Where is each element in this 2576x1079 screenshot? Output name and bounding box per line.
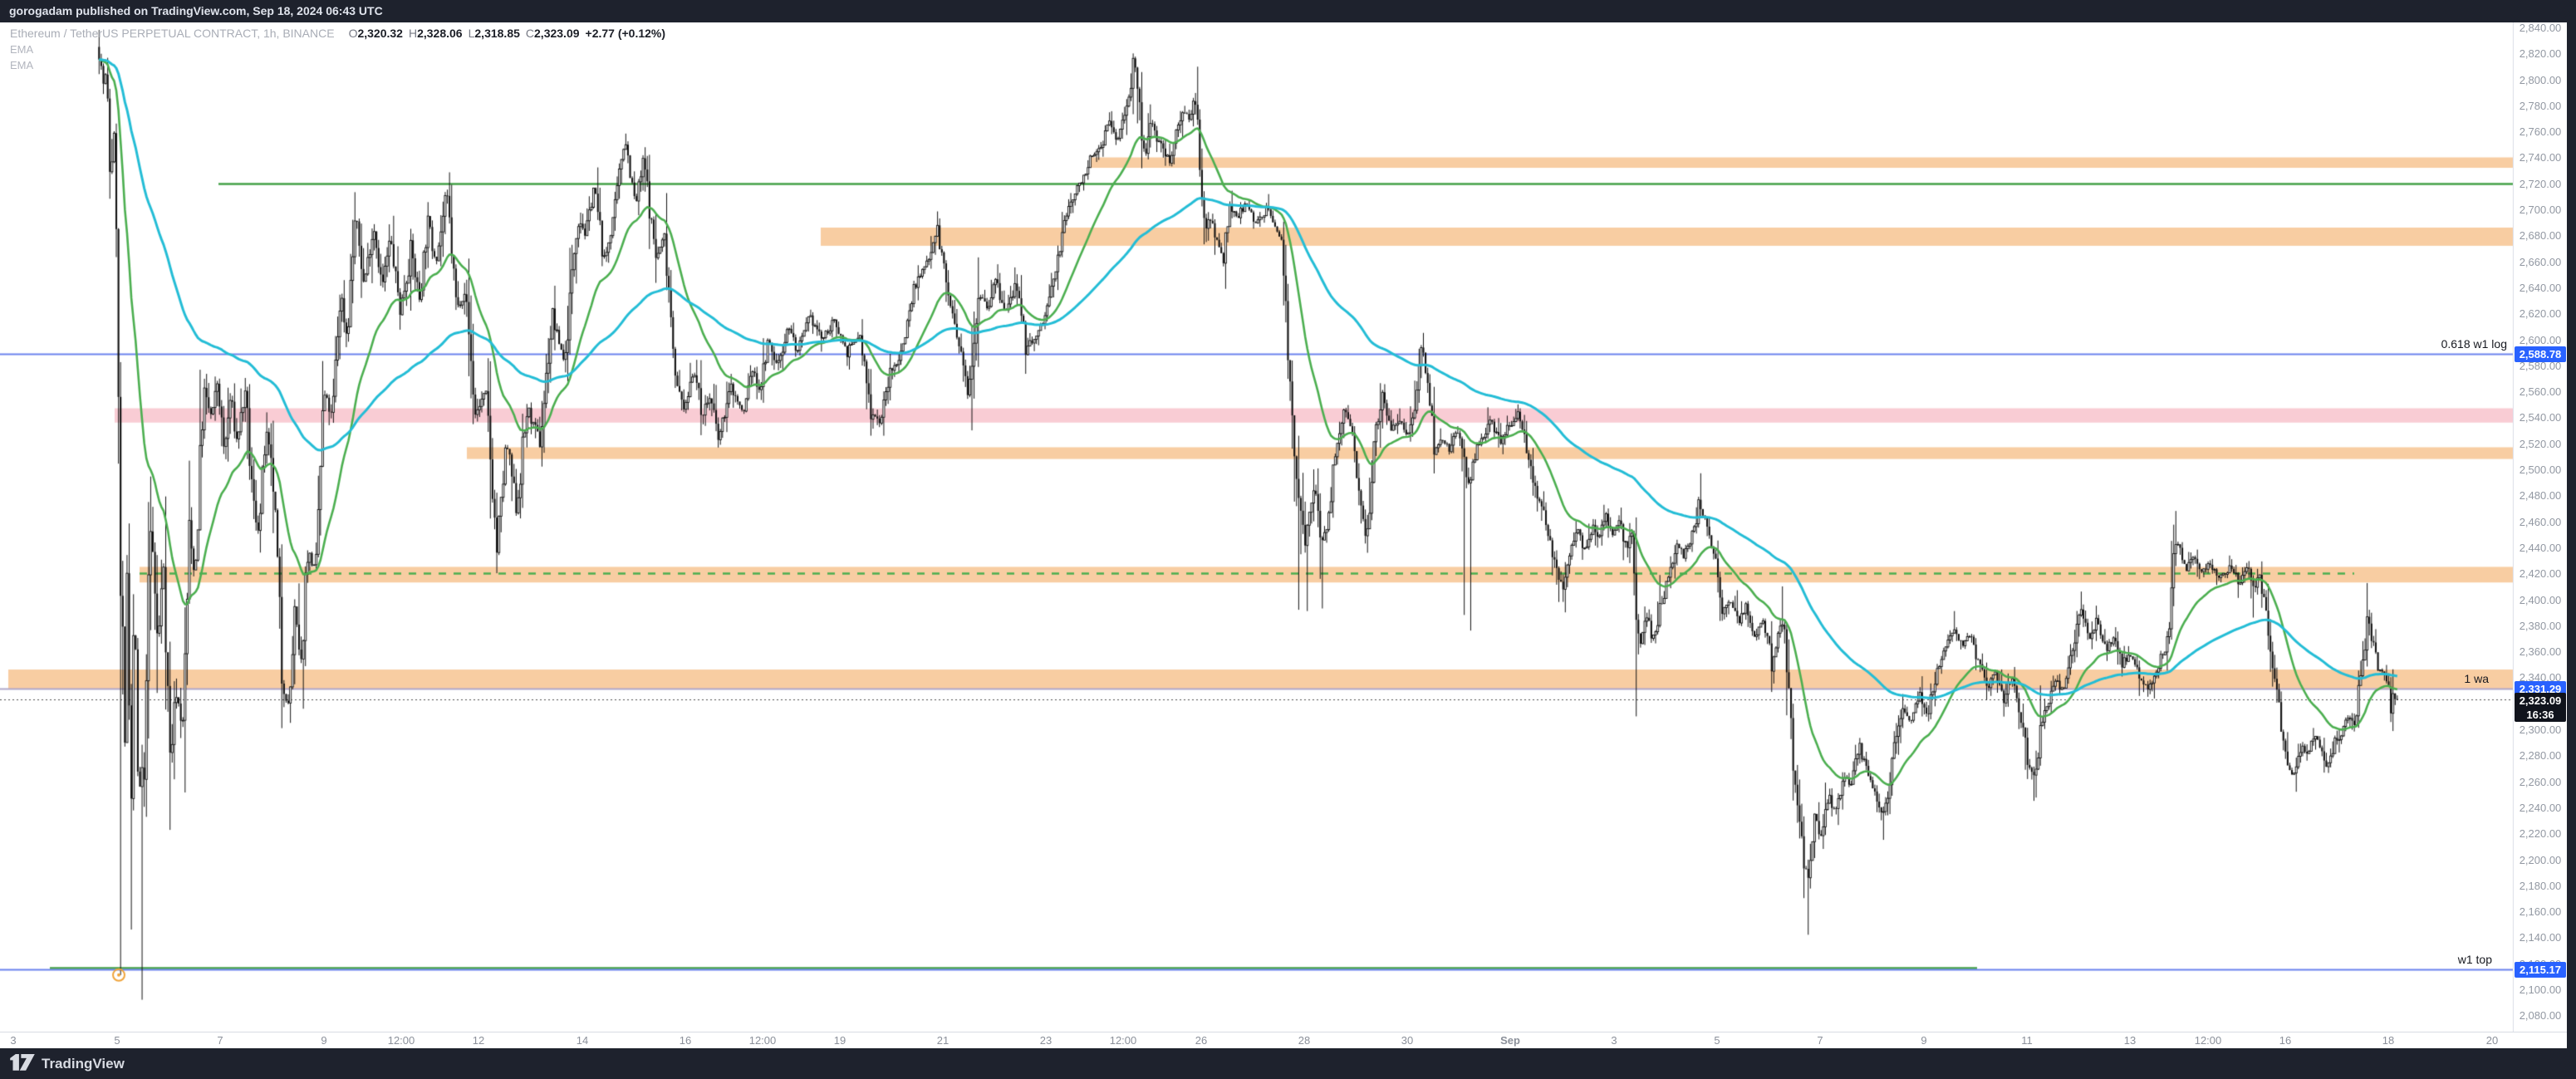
price-axis-label: 2,760.00 bbox=[2519, 125, 2562, 139]
price-axis-label: 2,220.00 bbox=[2519, 827, 2562, 841]
time-axis-label: 5 bbox=[114, 1034, 120, 1047]
price-badge: 2,323.09 16:36 bbox=[2515, 692, 2566, 722]
price-axis-label: 2,640.00 bbox=[2519, 281, 2562, 294]
time-axis-label: 5 bbox=[1714, 1034, 1720, 1047]
open-label: O bbox=[348, 27, 358, 40]
price-axis-label: 2,740.00 bbox=[2519, 151, 2562, 164]
time-axis-label: 19 bbox=[833, 1034, 846, 1047]
time-axis-label: 12:00 bbox=[748, 1034, 777, 1047]
time-axis-label: 12 bbox=[472, 1034, 485, 1047]
price-axis-label: 2,200.00 bbox=[2519, 853, 2562, 866]
indicator-ema-2[interactable]: EMA bbox=[10, 59, 34, 71]
price-axis-label: 2,620.00 bbox=[2519, 307, 2562, 321]
price-axis-label: 2,680.00 bbox=[2519, 229, 2562, 243]
time-axis-label: 21 bbox=[936, 1034, 949, 1047]
price-axis-label: 2,800.00 bbox=[2519, 73, 2562, 86]
price-axis-label: 2,400.00 bbox=[2519, 593, 2562, 606]
time-axis-label: 16 bbox=[2279, 1034, 2292, 1047]
price-axis-label: 2,440.00 bbox=[2519, 541, 2562, 554]
publish-bar: gorogadam published on TradingView.com, … bbox=[0, 0, 2576, 22]
price-axis-label: 2,080.00 bbox=[2519, 1009, 2562, 1023]
time-axis-label: 23 bbox=[1039, 1034, 1052, 1047]
price-axis-label: 2,840.00 bbox=[2519, 22, 2562, 34]
open-value: 2,320.32 bbox=[357, 27, 403, 40]
chart-area: Ethereum / TetherUS PERPETUAL CONTRACT, … bbox=[0, 22, 2567, 1032]
change-value: +2.77 (+0.12%) bbox=[585, 27, 666, 40]
time-axis-label: 3 bbox=[1611, 1034, 1617, 1047]
time-axis-label: 12:00 bbox=[387, 1034, 415, 1047]
price-axis-label: 2,460.00 bbox=[2519, 515, 2562, 528]
price-axis-label: 2,280.00 bbox=[2519, 749, 2562, 763]
price-axis-label: 2,660.00 bbox=[2519, 255, 2562, 268]
price-axis-label: 2,540.00 bbox=[2519, 411, 2562, 424]
price-badge: 2,588.78 bbox=[2515, 346, 2566, 362]
low-value: 2,318.85 bbox=[474, 27, 520, 40]
time-axis-label: 9 bbox=[1921, 1034, 1927, 1047]
time-axis-label: Sep bbox=[1500, 1034, 1520, 1047]
price-axis-label: 2,180.00 bbox=[2519, 879, 2562, 892]
time-axis-label: 7 bbox=[217, 1034, 223, 1047]
price-axis-label: 2,520.00 bbox=[2519, 437, 2562, 450]
price-badge: 2,331.29 bbox=[2515, 680, 2566, 697]
high-value: 2,328.06 bbox=[417, 27, 463, 40]
time-axis-label: 26 bbox=[1195, 1034, 1208, 1047]
chart-pane[interactable] bbox=[0, 22, 2567, 1032]
price-axis-label: 2,560.00 bbox=[2519, 385, 2562, 399]
price-axis-label: 2,720.00 bbox=[2519, 177, 2562, 190]
price-axis-label: 2,700.00 bbox=[2519, 204, 2562, 217]
price-axis-label: 2,300.00 bbox=[2519, 723, 2562, 737]
time-axis-label: 7 bbox=[1817, 1034, 1823, 1047]
hline-label: 1 wa bbox=[2464, 672, 2489, 686]
high-label: H bbox=[408, 27, 418, 40]
price-axis-label: 2,580.00 bbox=[2519, 359, 2562, 372]
time-axis-label: 11 bbox=[2021, 1034, 2033, 1047]
time-axis-label: 16 bbox=[679, 1034, 692, 1047]
price-axis-label: 2,500.00 bbox=[2519, 463, 2562, 477]
symbol-legend: Ethereum / TetherUS PERPETUAL CONTRACT, … bbox=[10, 27, 665, 71]
price-axis-label: 2,140.00 bbox=[2519, 931, 2562, 944]
price-axis-label: 2,780.00 bbox=[2519, 99, 2562, 112]
price-axis-label: 2,380.00 bbox=[2519, 619, 2562, 632]
publish-text: gorogadam published on TradingView.com, … bbox=[9, 4, 383, 17]
time-axis-label: 20 bbox=[2485, 1034, 2499, 1047]
time-axis-label: 12:00 bbox=[2194, 1034, 2222, 1047]
time-axis-label: 13 bbox=[2123, 1034, 2137, 1047]
time-axis-label: 12:00 bbox=[1109, 1034, 1137, 1047]
close-label: C bbox=[525, 27, 535, 40]
time-axis-label: 14 bbox=[576, 1034, 589, 1047]
hline-label: w1 top bbox=[2457, 953, 2492, 967]
close-value: 2,323.09 bbox=[534, 27, 580, 40]
tradingview-logo-text: TradingView bbox=[42, 1055, 125, 1072]
price-axis-label: 2,480.00 bbox=[2519, 489, 2562, 503]
price-axis-label: 2,420.00 bbox=[2519, 567, 2562, 581]
time-axis-label: 30 bbox=[1401, 1034, 1414, 1047]
price-axis-label: 2,100.00 bbox=[2519, 983, 2562, 997]
tradingview-logo[interactable]: TradingView bbox=[10, 1054, 125, 1073]
hline-label: 0.618 w1 log bbox=[2441, 337, 2507, 351]
price-axis-label: 2,360.00 bbox=[2519, 645, 2562, 659]
price-axis-label: 2,600.00 bbox=[2519, 333, 2562, 346]
price-axis[interactable]: 2,840.00 2,820.00 2,800.00 2,780.00 2,760.00… bbox=[2513, 22, 2567, 1032]
low-label: L bbox=[468, 27, 475, 40]
symbol-title[interactable]: Ethereum / TetherUS PERPETUAL CONTRACT, … bbox=[10, 27, 335, 40]
time-axis[interactable]: 3 5 7 9 12:00 12 14 16 12:00 19 21 23 12:00 26 28 30 Sep… bbox=[0, 1032, 2567, 1048]
indicator-ema-1[interactable]: EMA bbox=[10, 43, 34, 56]
price-badge: 2,115.17 bbox=[2515, 961, 2566, 978]
time-axis-label: 28 bbox=[1298, 1034, 1311, 1047]
time-axis-label: 3 bbox=[10, 1034, 17, 1047]
price-axis-label: 2,240.00 bbox=[2519, 801, 2562, 814]
price-axis-label: 2,820.00 bbox=[2519, 47, 2562, 61]
footer: TradingView bbox=[0, 1048, 2576, 1079]
price-axis-label: 2,160.00 bbox=[2519, 905, 2562, 919]
price-axis-label: 2,260.00 bbox=[2519, 775, 2562, 788]
time-axis-label: 9 bbox=[321, 1034, 327, 1047]
tradingview-logo-icon bbox=[10, 1054, 35, 1071]
time-axis-label: 18 bbox=[2382, 1034, 2395, 1047]
